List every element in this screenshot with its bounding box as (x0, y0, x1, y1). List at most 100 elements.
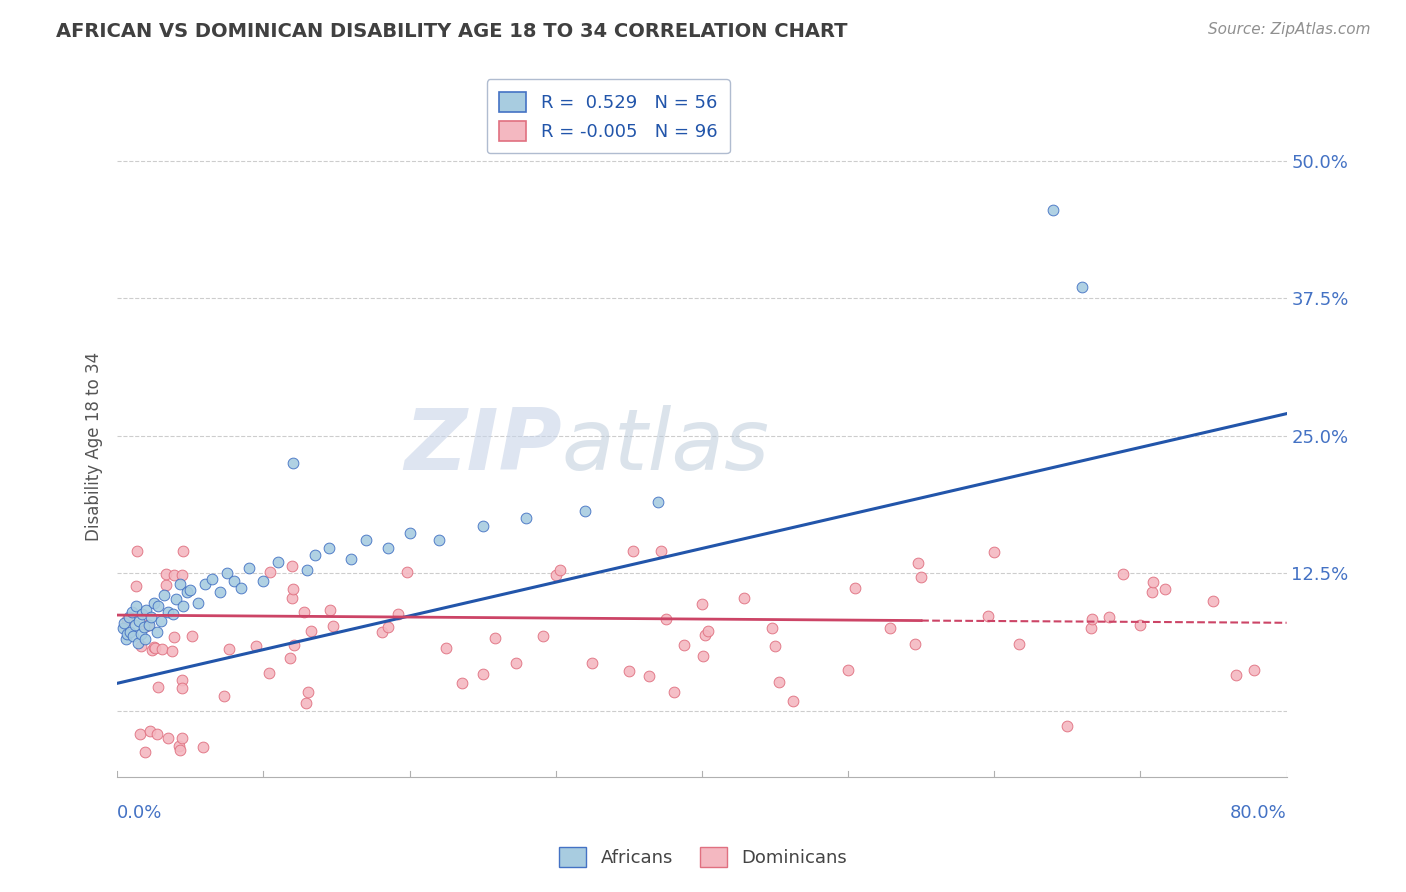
Point (505, 656, 527, 670)
Point (281, 591, 304, 606)
Point (155, 578, 177, 592)
Point (574, 503, 596, 517)
Point (146, 680, 169, 694)
Point (224, 574, 246, 588)
Point (1081, 612, 1104, 626)
Point (146, 599, 169, 614)
Point (150, 614, 173, 628)
Point (139, 610, 162, 624)
Point (193, 740, 215, 755)
Point (170, 673, 193, 687)
Point (138, 618, 160, 632)
Point (690, 597, 713, 611)
Point (983, 545, 1005, 559)
Point (162, 643, 184, 657)
Point (150, 641, 173, 656)
Point (297, 684, 319, 698)
Point (1071, 280, 1094, 294)
Point (1098, 610, 1121, 624)
Point (238, 560, 260, 574)
Point (112, 621, 135, 635)
Point (1042, 202, 1064, 217)
Point (167, 739, 190, 754)
Point (697, 624, 720, 638)
Point (471, 667, 494, 681)
Point (181, 629, 204, 643)
Point (129, 627, 152, 641)
Point (647, 494, 669, 508)
Point (281, 558, 304, 573)
Point (395, 565, 418, 579)
Point (281, 582, 304, 596)
Point (695, 628, 717, 642)
Point (218, 642, 240, 657)
Point (201, 572, 224, 586)
Point (169, 577, 191, 591)
Point (143, 640, 166, 655)
Point (1140, 584, 1163, 599)
Point (172, 599, 194, 614)
Point (544, 568, 567, 582)
Point (131, 607, 153, 621)
Point (910, 570, 932, 584)
Text: AFRICAN VS DOMINICAN DISABILITY AGE 18 TO 34 CORRELATION CHART: AFRICAN VS DOMINICAN DISABILITY AGE 18 T… (56, 22, 848, 41)
Point (1202, 593, 1225, 607)
Point (471, 519, 494, 533)
Point (637, 669, 659, 683)
Point (297, 563, 319, 577)
Point (451, 675, 474, 690)
Point (434, 640, 457, 655)
Point (1007, 637, 1029, 651)
Point (117, 627, 139, 641)
Point (118, 610, 141, 624)
Point (120, 624, 142, 639)
Point (907, 556, 929, 570)
Point (163, 568, 186, 582)
Point (278, 651, 301, 665)
Point (245, 639, 267, 653)
Point (125, 544, 148, 558)
Point (1142, 574, 1164, 589)
Point (318, 541, 340, 555)
Point (170, 731, 193, 745)
Point (879, 621, 901, 635)
Legend: Africans, Dominicans: Africans, Dominicans (551, 839, 855, 874)
Point (322, 618, 344, 632)
Point (531, 628, 554, 642)
Point (135, 602, 157, 616)
Point (761, 621, 783, 635)
Point (283, 638, 305, 652)
Point (124, 618, 146, 632)
Point (132, 620, 155, 634)
Point (143, 640, 166, 655)
Point (125, 599, 148, 614)
Point (135, 619, 157, 633)
Point (299, 624, 322, 638)
Point (655, 612, 678, 626)
Point (650, 544, 672, 558)
Point (1154, 582, 1177, 597)
Point (179, 582, 201, 597)
Point (156, 731, 179, 746)
Point (377, 541, 399, 555)
Point (157, 605, 180, 619)
Point (134, 745, 156, 759)
Point (672, 638, 695, 652)
Point (252, 574, 274, 588)
Text: Source: ZipAtlas.com: Source: ZipAtlas.com (1208, 22, 1371, 37)
Point (427, 533, 450, 548)
Point (387, 607, 409, 621)
Point (139, 724, 162, 739)
Point (377, 620, 399, 634)
Point (340, 552, 363, 566)
Point (1080, 621, 1102, 635)
Point (129, 640, 152, 654)
Text: 0.0%: 0.0% (117, 805, 163, 822)
Point (129, 727, 152, 741)
Point (215, 566, 238, 581)
Point (212, 690, 235, 704)
Point (354, 533, 377, 548)
Point (844, 581, 866, 595)
Point (208, 585, 231, 599)
Point (782, 694, 804, 708)
